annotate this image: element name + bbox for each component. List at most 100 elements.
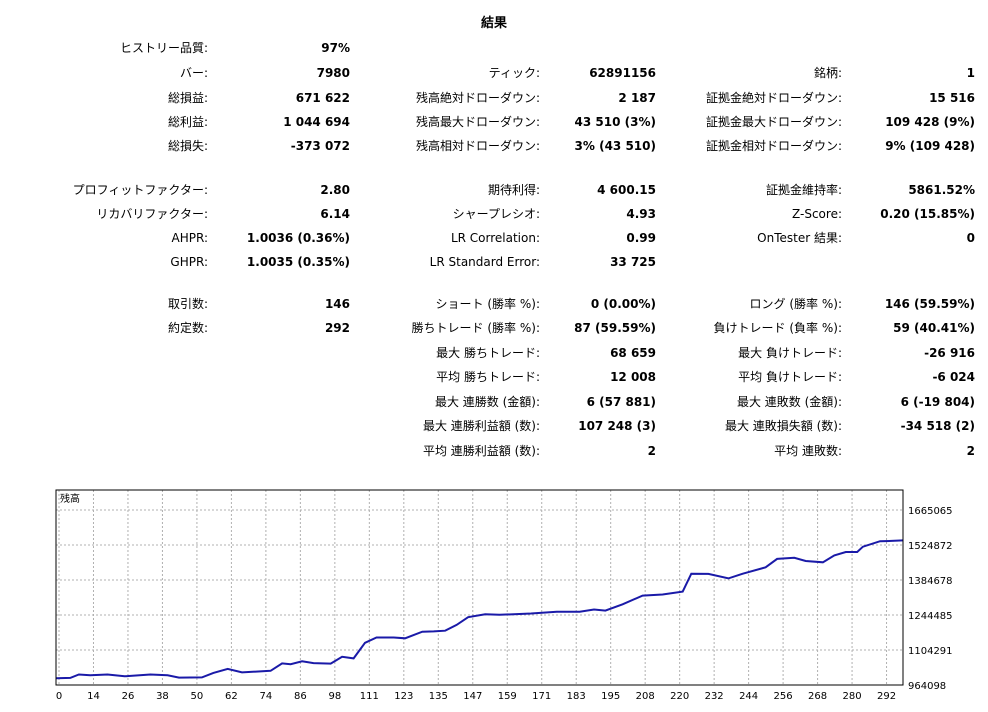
stat-label: 残高絶対ドローダウン: — [415, 91, 540, 105]
stat-label: LR Correlation: — [450, 231, 540, 245]
stat-value: 0.20 (15.85%) — [880, 207, 975, 221]
stat-label: 最大 負けトレード: — [738, 346, 842, 360]
stat-label: AHPR: — [171, 231, 208, 245]
stat-label: 総利益: — [167, 115, 208, 129]
stat-label: 平均 負けトレード: — [738, 370, 842, 384]
x-tick-label: 195 — [601, 691, 620, 702]
stat-value: 107 248 (3) — [578, 419, 656, 433]
stat-label: ロング (勝率 %): — [749, 297, 842, 311]
stat-value: 109 428 (9%) — [885, 115, 975, 129]
stat-label: 証拠金絶対ドローダウン: — [705, 91, 842, 105]
x-tick-label: 183 — [567, 691, 586, 702]
page-title: 結果 — [480, 16, 507, 31]
plot-area — [56, 490, 903, 685]
stat-value: -26 916 — [924, 346, 975, 360]
stat-value: 2 187 — [618, 91, 656, 105]
y-tick-label: 1104291 — [908, 646, 953, 657]
stat-value: 59 (40.41%) — [893, 321, 975, 335]
stat-label: プロフィットファクター: — [72, 183, 208, 197]
stat-value: 1.0036 (0.36%) — [246, 231, 350, 245]
stat-value: 3% (43 510) — [574, 139, 656, 153]
stat-value: 4.93 — [626, 207, 656, 221]
stat-value: 68 659 — [610, 346, 656, 360]
stat-label: 証拠金最大ドローダウン: — [705, 115, 842, 129]
x-tick-label: 256 — [774, 691, 793, 702]
stat-value: 2 — [647, 444, 656, 458]
x-tick-label: 50 — [191, 691, 204, 702]
stat-value: 15 516 — [929, 91, 975, 105]
stat-label: Z-Score: — [792, 207, 842, 221]
stat-value: -34 518 (2) — [900, 419, 975, 433]
y-tick-label: 1384678 — [908, 576, 953, 587]
stat-label: 最大 連勝数 (金額): — [434, 395, 540, 409]
stat-label: 勝ちトレード (勝率 %): — [411, 321, 540, 335]
stat-label: 証拠金維持率: — [765, 183, 842, 197]
stat-label: リカバリファクター: — [96, 207, 208, 221]
stat-value: 43 510 (3%) — [574, 115, 656, 129]
stat-label: 約定数: — [167, 321, 208, 335]
stat-value: 12 008 — [610, 370, 656, 384]
balance-line — [55, 539, 904, 680]
stat-label: 総損失: — [167, 139, 208, 153]
x-tick-label: 123 — [394, 691, 413, 702]
stat-value: 97% — [321, 41, 350, 55]
stat-label: 最大 連敗損失額 (数): — [724, 419, 842, 433]
x-tick-label: 98 — [328, 691, 341, 702]
stat-label: 取引数: — [167, 297, 208, 311]
x-tick-label: 14 — [87, 691, 100, 702]
x-tick-label: 159 — [498, 691, 517, 702]
x-tick-label: 171 — [532, 691, 551, 702]
stat-label: シャープレシオ: — [452, 207, 540, 221]
y-tick-label: 1244485 — [908, 611, 953, 622]
stat-label: ショート (勝率 %): — [435, 297, 540, 311]
stat-value: 146 — [324, 297, 350, 311]
stat-label: 総損益: — [167, 91, 208, 105]
x-tick-label: 62 — [225, 691, 238, 702]
stat-label: 最大 勝ちトレード: — [436, 346, 540, 360]
x-tick-label: 86 — [294, 691, 307, 702]
x-tick-label: 244 — [739, 691, 758, 702]
stat-label: LR Standard Error: — [429, 255, 540, 269]
x-tick-label: 292 — [877, 691, 896, 702]
stat-value: 5861.52% — [908, 183, 975, 197]
stat-value: 146 (59.59%) — [884, 297, 975, 311]
stat-label: 残高最大ドローダウン: — [415, 115, 540, 129]
stat-label: 平均 勝ちトレード: — [436, 370, 540, 384]
stat-value: 1 — [966, 66, 975, 80]
stat-label: 負けトレード (負率 %): — [713, 321, 842, 335]
stat-label: ヒストリー品質: — [119, 41, 208, 55]
stat-value: 0.99 — [626, 231, 656, 245]
x-tick-label: 268 — [808, 691, 827, 702]
stat-value: 1.0035 (0.35%) — [246, 255, 350, 269]
x-tick-label: 208 — [636, 691, 655, 702]
chart-title: 残高 — [60, 492, 80, 505]
stat-value: 4 600.15 — [597, 183, 656, 197]
stat-label: 平均 連敗数: — [774, 444, 842, 458]
stat-value: 0 (0.00%) — [590, 297, 656, 311]
stat-value: 7980 — [316, 66, 350, 80]
stat-label: 最大 連敗数 (金額): — [736, 395, 842, 409]
stat-value: 62891156 — [589, 66, 656, 80]
y-tick-label: 1665065 — [908, 506, 953, 517]
stat-value: 0 — [966, 231, 975, 245]
x-tick-label: 232 — [705, 691, 724, 702]
stat-label: バー: — [179, 66, 208, 80]
stat-value: -373 072 — [290, 139, 350, 153]
stat-value: 2.80 — [320, 183, 350, 197]
stat-label: GHPR: — [170, 255, 208, 269]
stat-label: 期待利得: — [487, 183, 540, 197]
stat-value: 671 622 — [295, 91, 350, 105]
stat-value: 87 (59.59%) — [574, 321, 656, 335]
stat-label: 証拠金相対ドローダウン: — [705, 139, 842, 153]
stat-value: 6.14 — [320, 207, 350, 221]
y-tick-label: 964098 — [908, 681, 946, 692]
stat-value: 6 (-19 804) — [900, 395, 975, 409]
balance-chart: 0 14 26 38 50 62 74 86 98 111 123 135 147 159 171 183 19… — [55, 489, 953, 702]
stat-value: 33 725 — [610, 255, 656, 269]
y-tick-label: 1524872 — [908, 541, 953, 552]
x-tick-label: 111 — [360, 691, 379, 702]
stat-value: 9% (109 428) — [885, 139, 975, 153]
stat-value: 2 — [966, 444, 975, 458]
stat-label: 銘柄: — [813, 66, 842, 80]
stat-value: 6 (57 881) — [586, 395, 656, 409]
